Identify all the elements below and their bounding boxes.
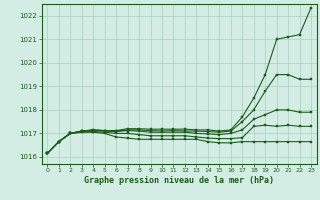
X-axis label: Graphe pression niveau de la mer (hPa): Graphe pression niveau de la mer (hPa) [84,176,274,185]
